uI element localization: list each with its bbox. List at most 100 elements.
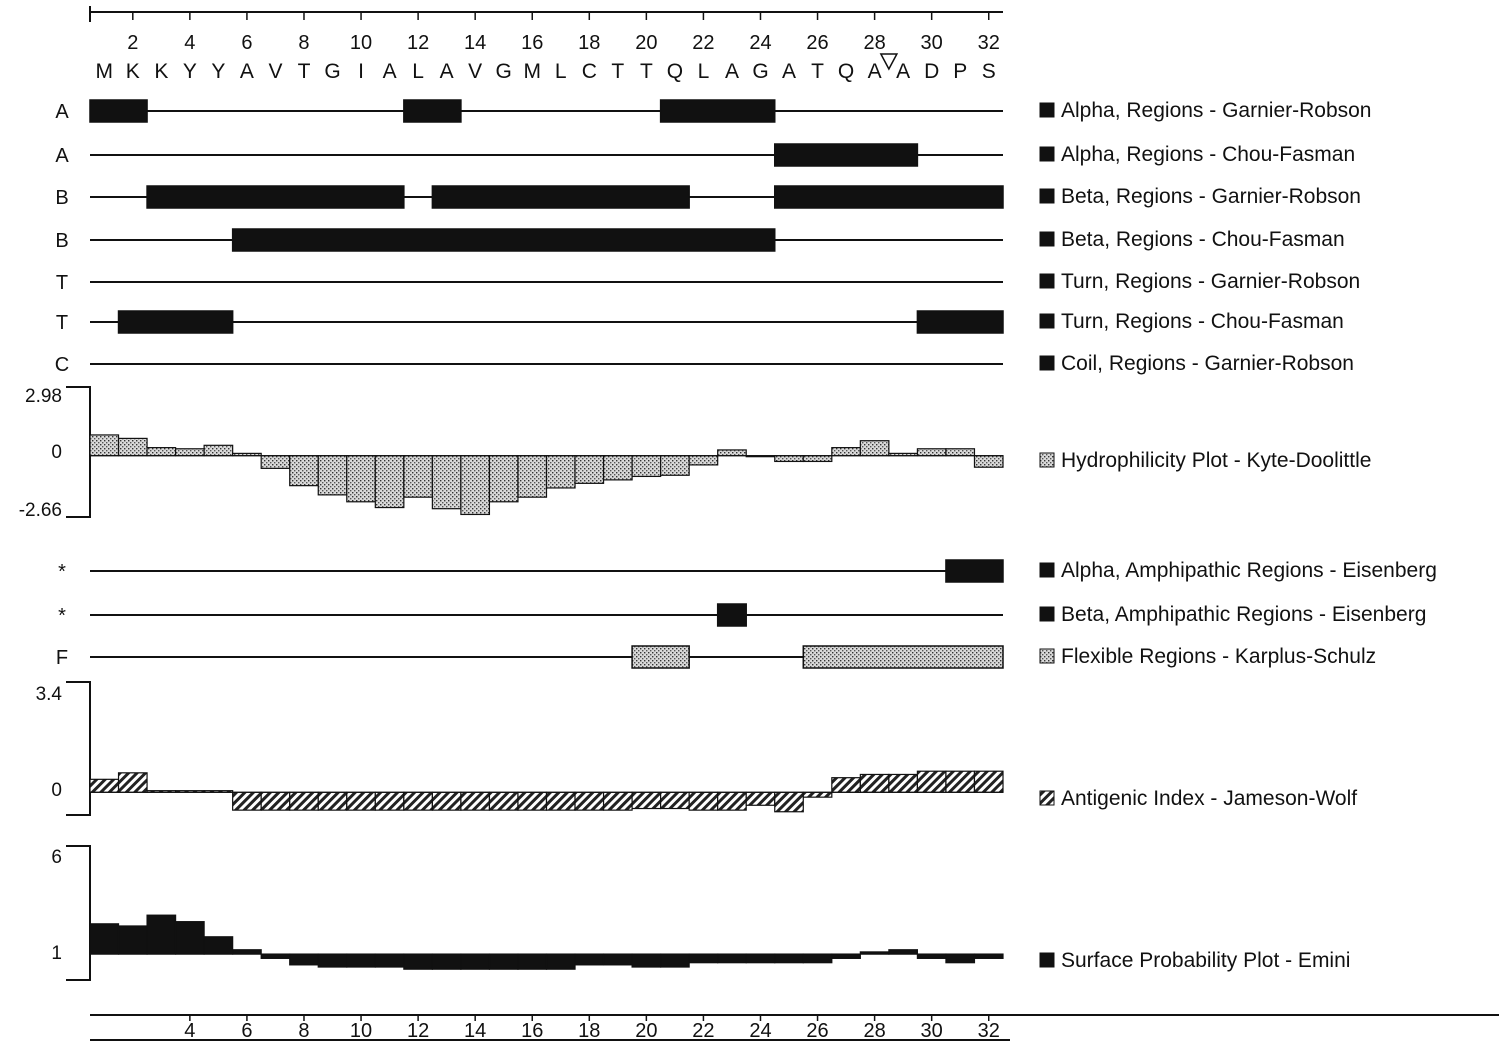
data-bar [688, 791, 719, 811]
legend-swatch [1039, 146, 1055, 162]
data-bar [745, 953, 776, 964]
data-bar [460, 953, 491, 970]
antigenic-plot: 3.40 [36, 681, 1004, 816]
legend-swatch [1039, 648, 1055, 664]
data-bar [374, 455, 405, 509]
y-min-label: -2.66 [19, 500, 62, 521]
data-bar [602, 953, 633, 966]
region-bar [431, 185, 690, 209]
data-bar [174, 921, 205, 955]
legend-swatch [1039, 790, 1055, 806]
track-letter: T [56, 312, 68, 334]
region-bar [945, 559, 1004, 583]
data-bar [916, 448, 947, 457]
data-bar [260, 953, 291, 959]
data-bar [631, 791, 662, 810]
data-bar [545, 791, 576, 811]
data-bar [973, 953, 1004, 959]
data-bar [460, 455, 491, 516]
hydrophilicity-plot: 2.98 0 -2.66 [19, 386, 1004, 521]
residue-letter: Q [838, 60, 854, 83]
residue-letter: A [896, 60, 910, 83]
data-bar [802, 455, 833, 463]
region-bar [802, 645, 1004, 669]
data-bar [374, 953, 405, 968]
residue-letter: A [782, 60, 796, 83]
bottom-tick-label: 10 [350, 1020, 372, 1042]
data-bar [517, 455, 548, 498]
track-letter: A [55, 101, 69, 123]
data-bar [717, 791, 747, 811]
residue-letter: L [412, 60, 424, 83]
data-bar [203, 444, 234, 457]
data-bar [460, 791, 491, 811]
residue-letter: A [868, 60, 882, 83]
y-zero-label: 0 [51, 780, 62, 801]
region-bar [774, 143, 919, 167]
data-bar [232, 949, 262, 955]
residue-letter: G [324, 60, 340, 83]
legend: Alpha, Regions - Garnier-Robson Alpha, Re… [1039, 99, 1437, 972]
data-bar [717, 953, 747, 964]
data-bar [317, 455, 348, 496]
data-bar [89, 434, 120, 457]
data-bar [774, 791, 804, 813]
data-bar [431, 791, 462, 811]
data-bar [403, 953, 433, 970]
top-tick-label: 16 [521, 32, 543, 54]
legend-label: Beta, Amphipathic Regions - Eisenberg [1061, 603, 1426, 626]
data-bar [660, 455, 690, 476]
data-bar [431, 455, 462, 510]
data-bar [289, 455, 319, 487]
legend-label: Antigenic Index - Jameson-Wolf [1061, 787, 1357, 810]
residue-letter: T [640, 60, 653, 83]
residue-letter: V [268, 60, 282, 83]
residue-letter: L [698, 60, 710, 83]
legend-swatch [1039, 606, 1055, 622]
top-tick-label: 4 [184, 32, 195, 54]
data-bar [916, 953, 947, 959]
legend-label: Alpha, Amphipathic Regions - Eisenberg [1061, 559, 1437, 582]
bottom-tick-label: 4 [184, 1020, 195, 1042]
top-tick-label: 20 [635, 32, 657, 54]
bottom-tick-label: 28 [863, 1020, 885, 1042]
data-bar [660, 953, 690, 968]
residue-letter: S [982, 60, 996, 83]
y-max-label: 3.4 [36, 684, 63, 705]
data-bar [117, 437, 148, 457]
data-bar [631, 455, 662, 478]
legend-label: Beta, Regions - Chou-Fasman [1061, 228, 1345, 251]
bottom-tick-label: 16 [521, 1020, 543, 1042]
bottom-tick-label: 32 [978, 1020, 1000, 1042]
data-bar [602, 455, 633, 481]
data-bar [888, 949, 919, 955]
top-axis: 2 4 6 8 10 12 14 16 18 20 22 24 26 28 30 32 [89, 6, 1003, 54]
track-letter: F [56, 647, 68, 669]
residue-letter: I [358, 60, 364, 83]
bottom-tick-label: 20 [635, 1020, 657, 1042]
data-bar [117, 772, 148, 793]
top-tick-label: 18 [578, 32, 600, 54]
top-tick-label: 6 [241, 32, 252, 54]
cleavage-marker [879, 53, 899, 71]
data-bar [374, 791, 405, 811]
data-bar [260, 791, 291, 811]
residue-letter: M [96, 60, 114, 83]
region-bar [716, 603, 747, 627]
data-bar [289, 953, 319, 966]
data-bar [317, 791, 348, 811]
y-axis-bracket [66, 845, 91, 981]
residue-letter: A [383, 60, 397, 83]
legend-label: Alpha, Regions - Chou-Fasman [1061, 143, 1355, 166]
bottom-tick-label: 22 [692, 1020, 714, 1042]
data-bar [945, 953, 976, 964]
data-bar [574, 953, 605, 966]
region-bar [916, 310, 1004, 334]
data-bar [488, 791, 519, 811]
bottom-tick-label: 18 [578, 1020, 600, 1042]
data-bar [203, 936, 234, 955]
residue-letter: T [811, 60, 824, 83]
legend-label: Flexible Regions - Karplus-Schulz [1061, 645, 1376, 668]
